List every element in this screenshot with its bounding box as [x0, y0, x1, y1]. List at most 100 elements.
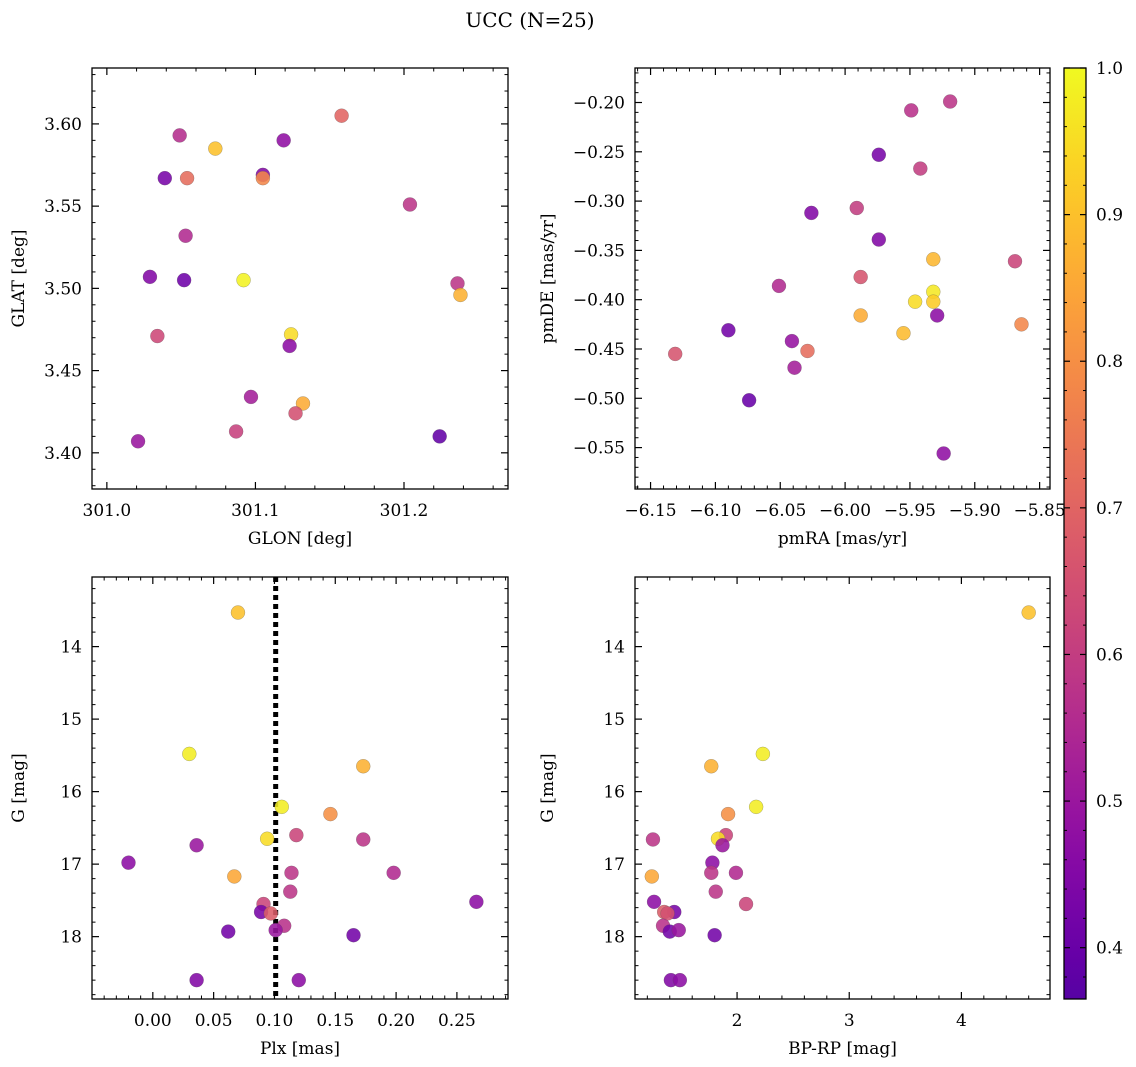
- data-point: [660, 906, 675, 921]
- y-tick-label: 17: [603, 855, 625, 875]
- data-point: [356, 832, 371, 847]
- colorbar-tick-label: 0.5: [1096, 792, 1123, 812]
- data-point: [942, 94, 958, 109]
- panel-2: −6.15 −6.10 −6.05 −6.00 −5.95 −5.90 −5.85 −0.55…: [538, 67, 1066, 549]
- data-point: [1007, 254, 1023, 269]
- x-tick-label: 4: [956, 1011, 967, 1031]
- data-point: [738, 896, 754, 912]
- data-point: [755, 746, 771, 762]
- colorbar-tick-label: 0.6: [1096, 645, 1123, 665]
- data-point: [291, 972, 306, 988]
- y-tick-label: 15: [603, 710, 625, 730]
- y-tick-label: 14: [60, 638, 82, 658]
- data-point: [853, 308, 868, 323]
- data-point: [323, 806, 338, 822]
- colorbar-tick-label: 0.4: [1096, 939, 1123, 959]
- x-tick-label: −5.95: [884, 501, 936, 521]
- data-point: [871, 232, 887, 247]
- data-point: [432, 429, 447, 444]
- x-tick-label: 2: [732, 1011, 743, 1031]
- data-point: [646, 894, 662, 910]
- y-tick-label: −0.50: [573, 389, 625, 409]
- y-axis-label: G [mag]: [9, 753, 29, 822]
- x-axis-label: GLON [deg]: [248, 529, 352, 549]
- data-point: [849, 200, 864, 216]
- data-point: [283, 884, 298, 899]
- data-point: [926, 294, 941, 309]
- data-point: [671, 922, 686, 938]
- y-tick-label: 14: [603, 638, 625, 658]
- panel-1: 301.0 301.1 301.2 3.40 3.45 3.50 3.55 3.60 GLON …: [9, 67, 509, 549]
- colorbar-tick-label: 1.0: [1096, 59, 1123, 79]
- y-axis-label: G [mag]: [538, 753, 558, 822]
- y-tick-label: 18: [60, 928, 82, 948]
- x-tick-label: −6.10: [689, 501, 741, 521]
- data-point: [228, 424, 244, 439]
- y-tick-label: 16: [603, 783, 625, 803]
- data-point: [179, 170, 195, 186]
- colorbar-tick-label: 0.8: [1096, 352, 1123, 372]
- y-tick-label: 3.50: [44, 279, 82, 299]
- data-point: [236, 272, 251, 288]
- x-tick-label: −5.90: [949, 501, 1001, 521]
- data-point: [1014, 317, 1029, 332]
- data-point: [715, 838, 730, 853]
- data-point: [907, 294, 923, 309]
- y-tick-label: −0.40: [573, 291, 625, 311]
- colorbar-gradient: [1064, 68, 1086, 999]
- data-point: [227, 869, 242, 884]
- data-point: [208, 141, 223, 156]
- data-point: [896, 326, 911, 341]
- data-point: [356, 759, 371, 774]
- data-point: [708, 884, 723, 899]
- data-point: [230, 605, 246, 620]
- data-point: [936, 446, 951, 461]
- data-point: [741, 393, 757, 408]
- data-point: [289, 827, 304, 843]
- data-point: [182, 746, 197, 762]
- colorbar-frame: [1063, 67, 1087, 1000]
- x-tick-label: 0.05: [195, 1011, 233, 1031]
- plot-frame: [91, 576, 509, 1000]
- data-point: [334, 108, 349, 123]
- data-point: [221, 924, 236, 939]
- data-point: [150, 328, 165, 344]
- data-point: [853, 269, 868, 285]
- colorbar-tick-label: 0.9: [1096, 206, 1123, 226]
- data-point: [926, 252, 941, 267]
- y-tick-label: −0.25: [573, 143, 625, 163]
- plot-frame: [634, 67, 1051, 490]
- data-point: [672, 972, 688, 988]
- data-point: [804, 205, 819, 221]
- data-point: [402, 197, 418, 212]
- y-tick-label: 17: [60, 855, 82, 875]
- data-point: [142, 269, 158, 285]
- data-point: [346, 927, 361, 943]
- y-axis-label: pmDE [mas/yr]: [538, 213, 558, 343]
- x-tick-label: −5.85: [1014, 501, 1066, 521]
- data-point: [720, 806, 736, 822]
- panel-3: 0.00 0.05 0.10 0.15 0.20 0.25 14 15 16 17 18 Plx [m…: [9, 576, 509, 1059]
- y-tick-label: 3.55: [44, 197, 82, 217]
- x-tick-label: 301.0: [83, 501, 132, 521]
- x-tick-label: 301.2: [380, 501, 429, 521]
- data-point: [295, 396, 311, 411]
- y-axis-label: GLAT [deg]: [9, 229, 29, 327]
- colorbar-tick-label: 0.7: [1096, 499, 1123, 519]
- data-point: [704, 759, 719, 774]
- data-point: [268, 922, 283, 938]
- y-tick-label: 3.40: [44, 444, 82, 464]
- x-axis-label: Plx [mas]: [260, 1039, 340, 1059]
- y-tick-label: −0.35: [573, 241, 625, 261]
- figure-title: UCC (N=25): [465, 8, 594, 32]
- x-tick-label: −6.05: [754, 501, 806, 521]
- data-point: [904, 103, 919, 118]
- data-point: [288, 406, 303, 421]
- y-tick-label: 3.45: [44, 362, 82, 382]
- y-tick-label: 16: [60, 783, 82, 803]
- data-point: [771, 278, 787, 294]
- data-point: [259, 831, 275, 846]
- y-tick-label: −0.20: [573, 94, 625, 114]
- x-axis-label: pmRA [mas/yr]: [778, 529, 907, 549]
